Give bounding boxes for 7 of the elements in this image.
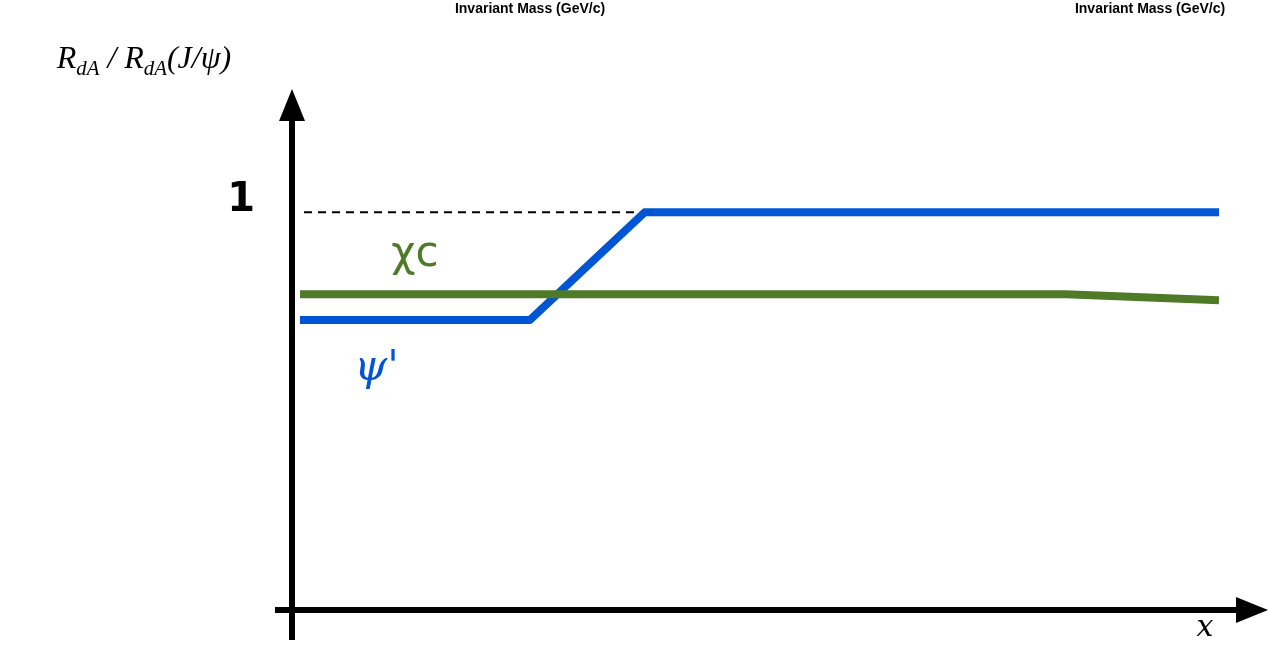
text: Invariant Mass (GeV/c) <box>1074 0 1226 16</box>
ref-line-label: 1 <box>227 173 255 220</box>
series-label: ψ' <box>354 341 399 391</box>
series-label: χc <box>391 227 439 277</box>
text: Invariant Mass (GeV/c) <box>454 0 606 16</box>
x-axis-title: x <box>1196 607 1214 643</box>
y-axis-title: R$_{dA}$ / R$_{dA}$(J/ψ) <box>55 39 233 81</box>
